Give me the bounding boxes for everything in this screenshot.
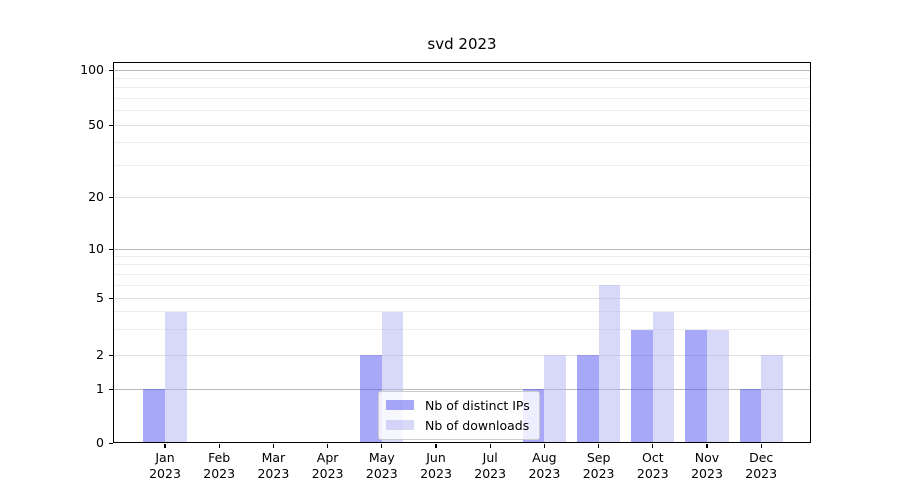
- x-tick-mark-aug: [543, 444, 546, 448]
- x-tick-label-oct: Oct 2023: [621, 450, 685, 482]
- x-tick-mark-jun: [435, 444, 437, 448]
- x-tick-label-aug: Aug 2023: [512, 450, 576, 482]
- x-tick-label-mar: Mar 2023: [241, 450, 305, 482]
- x-tick-label-apr: Apr 2023: [296, 450, 360, 482]
- x-tick-mark-jul: [489, 444, 491, 448]
- bars-layer: [113, 62, 811, 443]
- gridline-90: [113, 77, 811, 79]
- gridline-70: [113, 97, 811, 99]
- bar-distinct-ips-may: [360, 355, 382, 443]
- gridline-100: [113, 69, 811, 71]
- y-tick-mark-0: [109, 442, 113, 444]
- x-tick-mark-oct: [652, 444, 654, 448]
- gridline-3: [113, 329, 811, 331]
- legend-swatch-downloads: [386, 420, 414, 430]
- y-tick-mark-10: [109, 248, 113, 250]
- x-tick-label-jun: Jun 2023: [404, 450, 468, 482]
- bar-distinct-ips-oct: [631, 329, 653, 443]
- gridline-9: [113, 255, 811, 257]
- gridline-20: [113, 196, 811, 198]
- gridline-80: [113, 87, 811, 89]
- bar-downloads-dec: [761, 355, 783, 443]
- y-tick-label-10: 10: [88, 241, 104, 256]
- y-tick-label-1: 1: [96, 381, 104, 396]
- x-tick-mark-dec: [760, 444, 762, 448]
- x-tick-mark-apr: [327, 444, 329, 448]
- y-tick-mark-20: [109, 196, 113, 198]
- x-tick-label-jan: Jan 2023: [133, 450, 197, 482]
- x-tick-year: 2023: [745, 466, 778, 481]
- x-tick-label-feb: Feb 2023: [187, 450, 251, 482]
- bar-distinct-ips-jan: [143, 389, 165, 443]
- y-tick-label-2: 2: [96, 347, 104, 362]
- y-tick-label-20: 20: [88, 189, 104, 204]
- x-tick-year: 2023: [691, 466, 723, 481]
- legend-swatch-distinct-ips: [386, 400, 414, 410]
- bar-downloads-sep: [598, 285, 621, 443]
- gridlines-layer: [113, 62, 811, 443]
- x-tick-year: 2023: [582, 466, 615, 481]
- y-tick-mark-2: [109, 354, 113, 356]
- bar-downloads-nov: [707, 329, 729, 443]
- gridline-5: [113, 297, 811, 299]
- x-tick-year: 2023: [420, 466, 452, 481]
- gridline-1: [113, 388, 811, 390]
- x-tick-mark-nov: [706, 444, 708, 448]
- x-tick-year: 2023: [365, 466, 398, 481]
- x-tick-mark-mar: [272, 444, 275, 448]
- gridline-6: [113, 284, 811, 286]
- legend-item-downloads: Nb of downloads: [386, 417, 530, 433]
- chart-title: svd 2023: [427, 35, 497, 53]
- bar-downloads-jan: [165, 311, 187, 443]
- x-tick-year: 2023: [474, 466, 507, 481]
- bar-distinct-ips-nov: [685, 329, 707, 443]
- gridline-40: [113, 142, 811, 144]
- gridline-2: [113, 354, 811, 356]
- bar-downloads-aug: [544, 355, 566, 443]
- legend: Nb of distinct IPs Nb of downloads: [378, 391, 540, 440]
- y-tick-mark-5: [109, 297, 113, 299]
- y-tick-label-5: 5: [96, 290, 104, 305]
- legend-item-distinct-ips: Nb of distinct IPs: [386, 397, 530, 413]
- x-tick-mark-feb: [218, 444, 220, 448]
- x-tick-label-jul: Jul 2023: [458, 450, 522, 482]
- x-tick-year: 2023: [636, 466, 669, 481]
- x-tick-year: 2023: [203, 466, 236, 481]
- gridline-8: [113, 264, 811, 266]
- x-tick-mark-jan: [164, 444, 166, 448]
- y-tick-mark-1: [109, 388, 113, 390]
- gridline-10: [113, 248, 811, 250]
- x-tick-label-nov: Nov 2023: [675, 450, 739, 482]
- y-tick-label-0: 0: [96, 435, 104, 450]
- x-tick-label-dec: Dec 2023: [729, 450, 793, 482]
- x-tick-year: 2023: [311, 466, 344, 481]
- gridline-30: [113, 164, 811, 166]
- x-tick-mark-may: [381, 444, 383, 448]
- bar-downloads-oct: [652, 311, 675, 443]
- y-tick-label-100: 100: [80, 62, 104, 77]
- plot-area: Nb of distinct IPs Nb of downloads: [113, 62, 811, 443]
- legend-label-downloads: Nb of downloads: [425, 417, 530, 433]
- x-tick-mark-sep: [598, 444, 600, 448]
- legend-label-distinct-ips: Nb of distinct IPs: [425, 397, 530, 413]
- bar-distinct-ips-sep: [577, 355, 599, 443]
- gridline-50: [113, 124, 811, 126]
- bar-distinct-ips-dec: [739, 389, 762, 443]
- y-tick-mark-100: [109, 69, 113, 71]
- x-tick-year: 2023: [149, 466, 181, 481]
- y-tick-label-50: 50: [88, 117, 104, 132]
- gridline-4: [113, 311, 811, 313]
- x-tick-label-sep: Sep 2023: [567, 450, 631, 482]
- gridline-7: [113, 273, 811, 275]
- x-tick-year: 2023: [257, 466, 290, 481]
- x-tick-year: 2023: [528, 466, 561, 481]
- y-tick-mark-50: [109, 124, 113, 126]
- gridline-60: [113, 110, 811, 112]
- x-tick-label-may: May 2023: [350, 450, 414, 482]
